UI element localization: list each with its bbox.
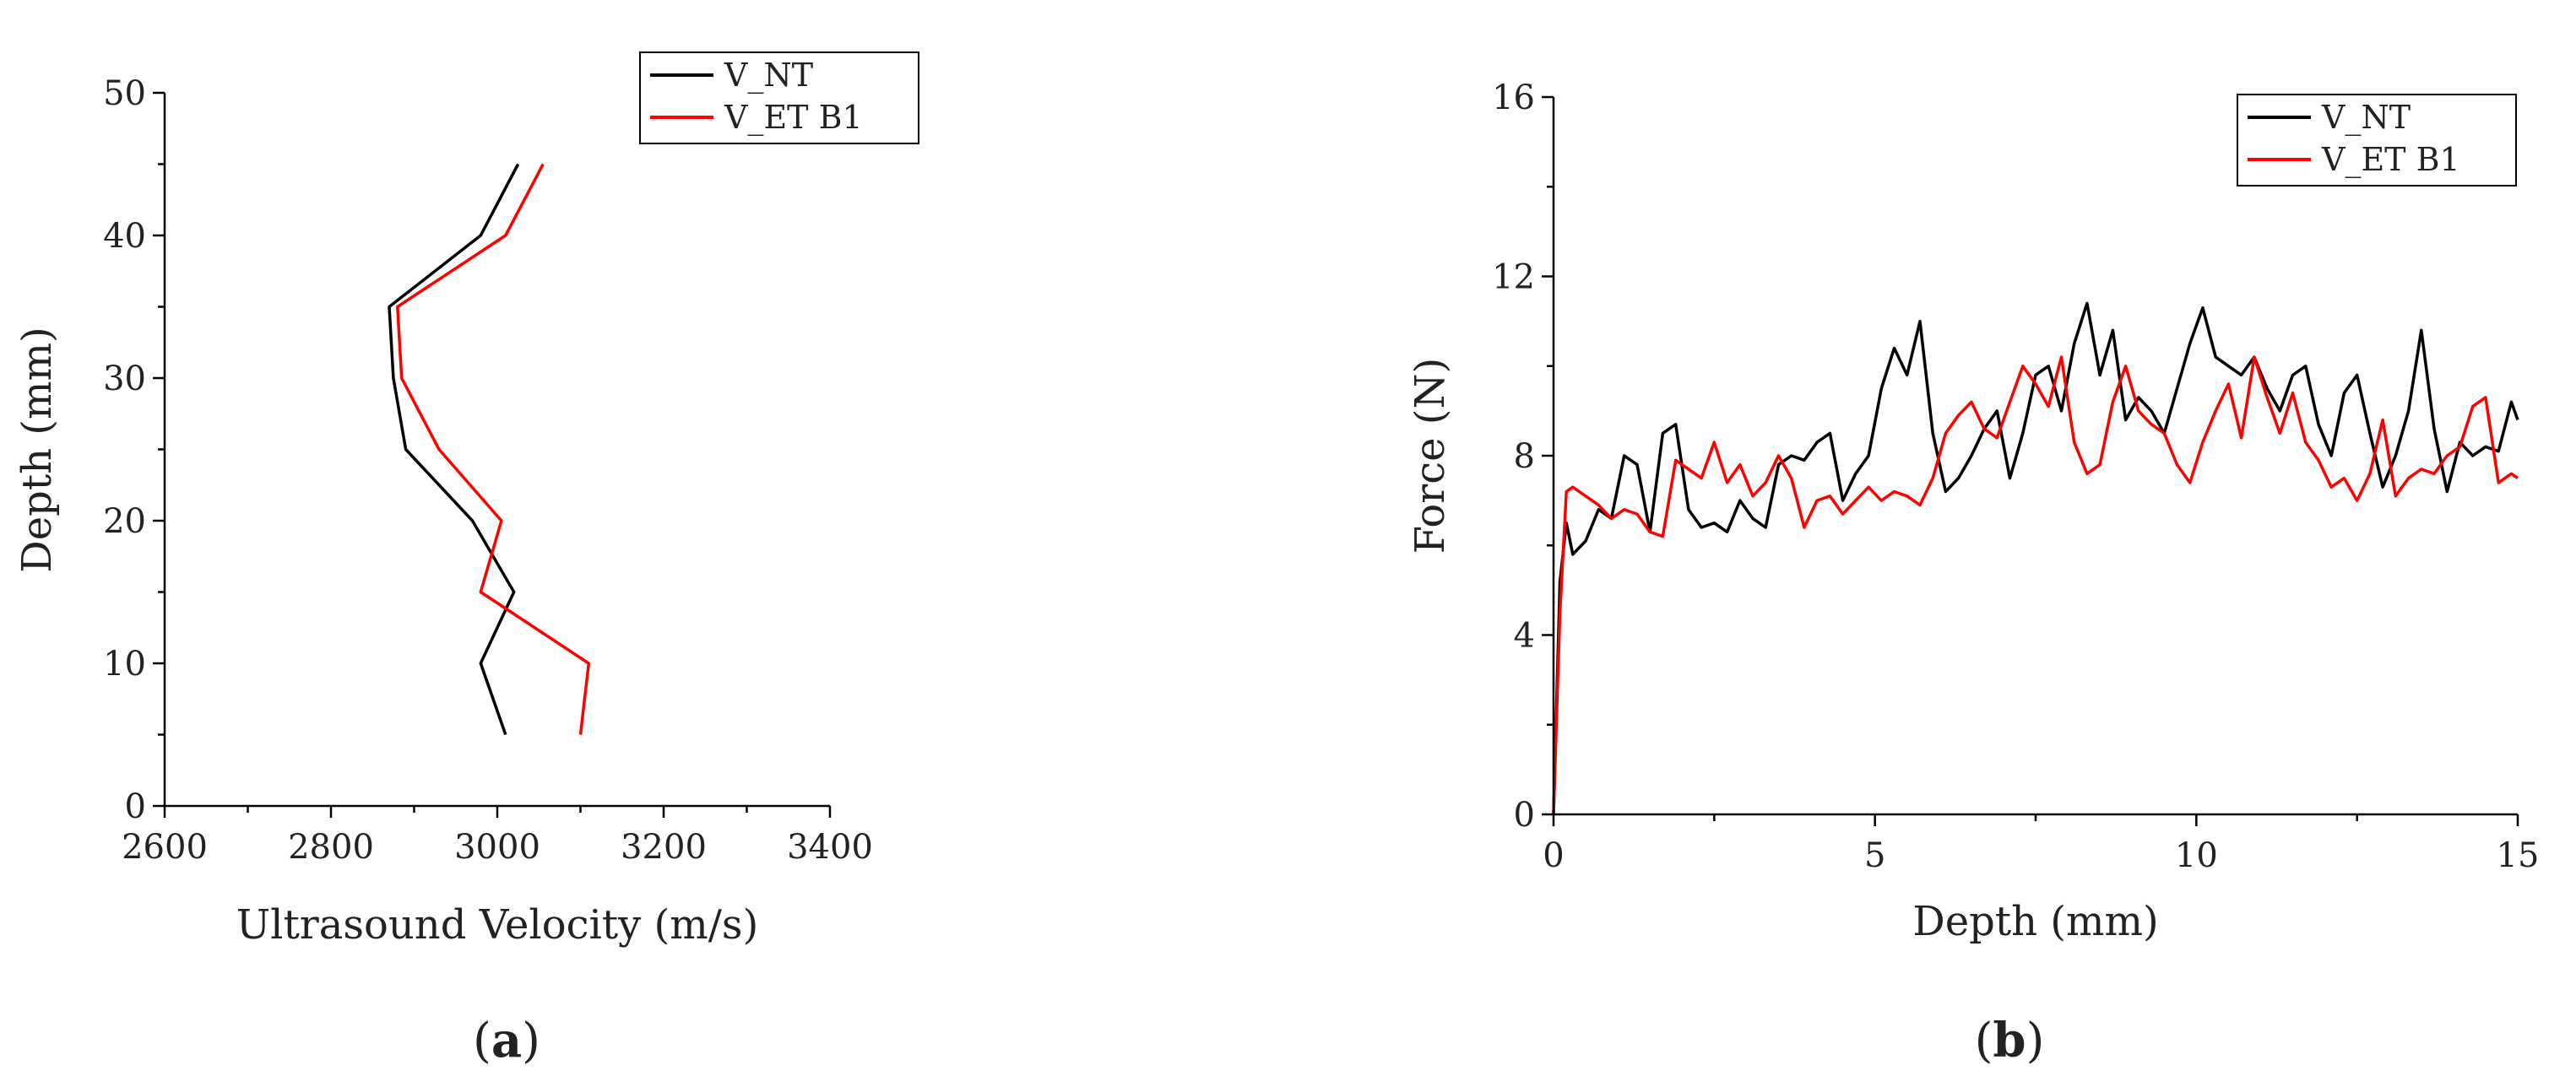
panel-a-letter: a [491, 1013, 522, 1068]
panel-b-x-tick-label: 10 [2175, 836, 2218, 875]
panel-b-x-axis-title: Depth (mm) [1912, 898, 2159, 945]
panel-a-x-tick-label: 2600 [122, 828, 208, 867]
panel-b: 0 5 10 15 0 4 8 12 16 Depth (mm) Force (N) V_NT … [1407, 78, 2539, 1068]
panel-a-y-axis-title: Depth (mm) [14, 327, 61, 573]
panel-b-x-tick-label: 0 [1543, 836, 1564, 875]
panel-a-x-tick-label: 3000 [454, 828, 540, 867]
panel-b-y-tick-label: 8 [1514, 437, 1535, 476]
panel-b-legend: V_NT V_ET B1 [2237, 94, 2517, 187]
panel-b-y-tick-label: 4 [1514, 617, 1535, 656]
panel-b-x-tick-label: 15 [2497, 836, 2540, 875]
panel-a-series-v-nt [388, 163, 520, 736]
panel-b-series-v-et-b1 [1552, 355, 2519, 815]
panel-a-y-tick-label: 30 [103, 360, 146, 398]
panel-a: 2600 2800 3000 3200 3400 0 10 20 30 40 50 Ultrasou… [14, 51, 919, 1068]
panel-a-legend-label-v-et-b1: V_ET B1 [724, 99, 863, 137]
panel-b-series-layer [1552, 301, 2519, 815]
panel-b-y-tick-label: 12 [1492, 258, 1535, 297]
panel-a-series-v-et-b1 [396, 163, 591, 735]
panel-b-x-tick-label: 5 [1864, 836, 1885, 875]
panel-b-legend-label-v-nt: V_NT [2321, 99, 2411, 137]
panel-a-x-axis-title: Ultrasound Velocity (m/s) [236, 901, 759, 949]
panel-a-x-tick-label: 3200 [621, 828, 707, 867]
panel-a-y-tick-label: 40 [103, 217, 146, 256]
panel-a-legend-box [639, 51, 919, 144]
panel-a-y-tick-label: 50 [103, 74, 146, 113]
panel-b-ticks: 0 5 10 15 0 4 8 12 16 [1492, 78, 2539, 875]
panel-b-series-v-nt [1552, 301, 2519, 815]
panel-b-legend-label-v-et-b1: V_ET B1 [2321, 141, 2460, 179]
panel-a-y-tick-label: 20 [103, 502, 146, 541]
panel-a-series-layer [388, 163, 591, 736]
panel-a-y-tick-label: 0 [125, 787, 146, 826]
panel-a-y-tick-label: 10 [103, 645, 146, 684]
panel-a-x-tick-label: 2800 [288, 828, 374, 867]
panel-b-y-tick-label: 16 [1492, 78, 1535, 117]
panel-a-label: (a) [473, 1013, 540, 1068]
panel-a-ticks: 2600 2800 3000 3200 3400 0 10 20 30 40 50 [103, 74, 873, 867]
panel-b-letter: b [1993, 1013, 2026, 1068]
panel-a-x-tick-label: 3400 [787, 828, 873, 867]
panel-a-axis-frame [163, 93, 830, 808]
panel-b-y-axis-title: Force (N) [1407, 358, 1454, 554]
panel-a-legend: V_NT V_ET B1 [639, 51, 919, 144]
panel-a-legend-label-v-nt: V_NT [724, 57, 813, 95]
panel-b-y-tick-label: 0 [1514, 796, 1535, 835]
panel-b-legend-box [2237, 94, 2517, 187]
panel-b-label: (b) [1975, 1013, 2045, 1068]
